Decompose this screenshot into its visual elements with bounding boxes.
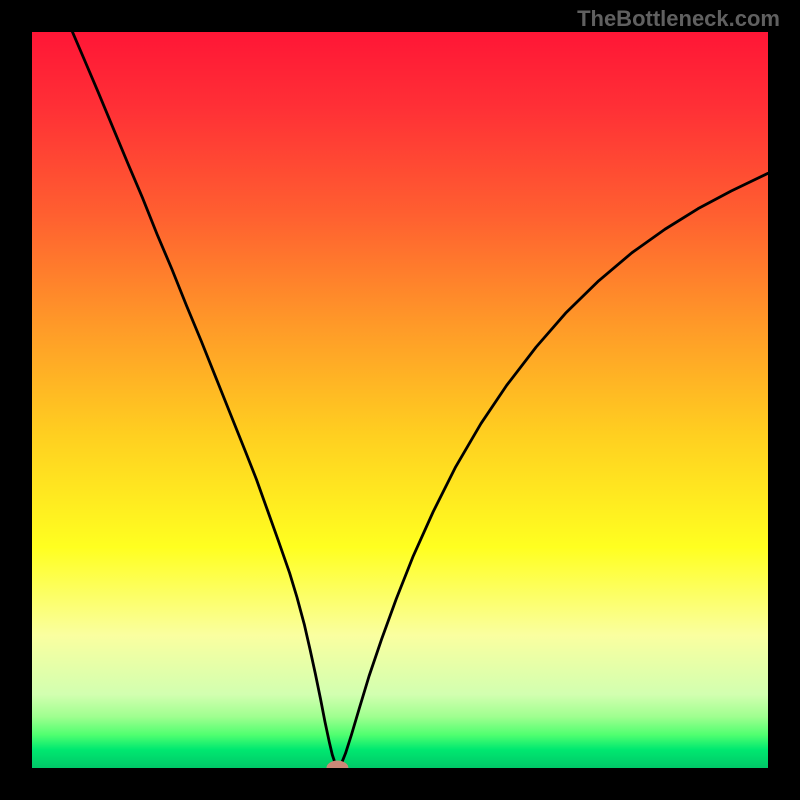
watermark-text: TheBottleneck.com (577, 6, 780, 32)
gradient-background (32, 32, 768, 768)
bottleneck-curve-chart (32, 32, 768, 768)
chart-area (32, 32, 768, 768)
